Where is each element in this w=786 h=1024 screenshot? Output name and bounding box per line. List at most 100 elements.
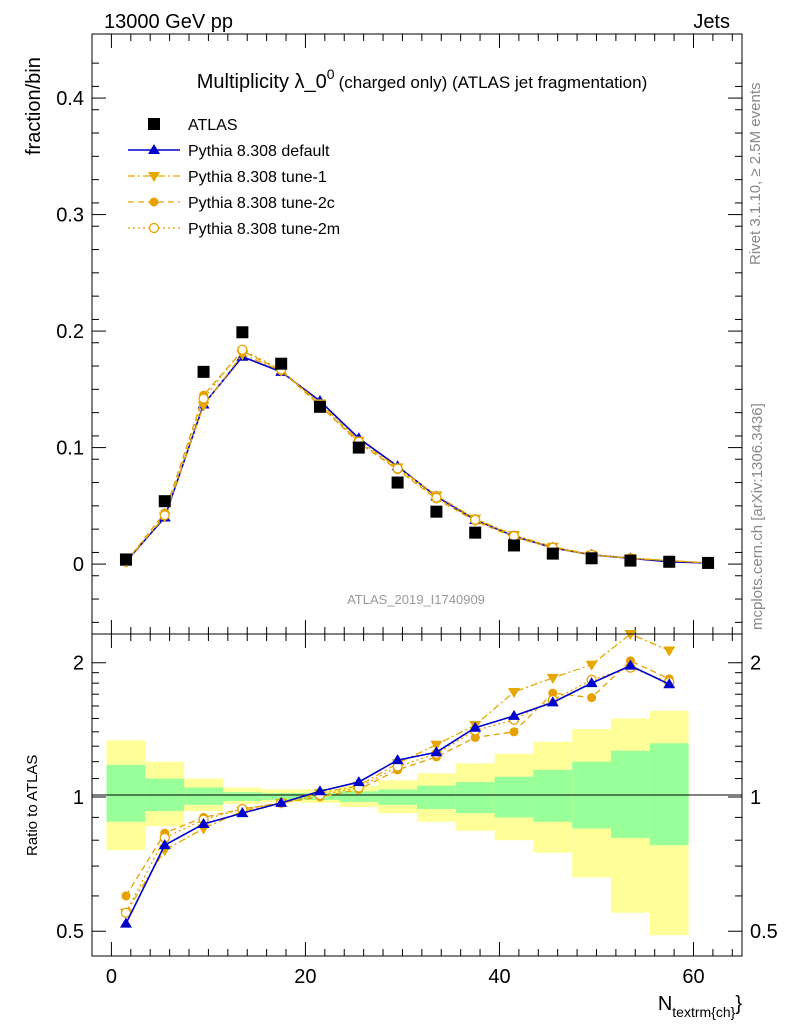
main-series-point-4-8 bbox=[430, 505, 443, 518]
ratio-axis-ticks bbox=[92, 634, 742, 956]
ratio-series-point-1-12 bbox=[587, 693, 597, 703]
ratio-band-green-7 bbox=[378, 789, 417, 805]
ratio-series-point-3-12 bbox=[585, 677, 598, 688]
ratio-y-tick-labels: 0.5 0.5 1 1 2 2 bbox=[56, 653, 778, 943]
main-series-point-4-2 bbox=[197, 365, 210, 378]
main-series-point-3-10 bbox=[508, 530, 520, 542]
legend-label-4: Pythia 8.308 tune-2m bbox=[188, 221, 340, 238]
legend: ATLAS Pythia 8.308 default Pythia 8.308 tu… bbox=[128, 117, 340, 238]
ratio-y-axis-label: Ratio to ATLAS bbox=[24, 755, 41, 856]
ratio-band-green-13 bbox=[611, 750, 650, 838]
legend-label-3: Pythia 8.308 tune-2c bbox=[188, 195, 335, 212]
main-series-point-4-9 bbox=[469, 526, 482, 539]
ratio-band-green-14 bbox=[649, 743, 689, 846]
main-series-point-4-4 bbox=[275, 357, 288, 370]
main-y-tick-labels: 0 0.1 0.2 0.3 0.4 bbox=[56, 88, 84, 576]
main-series-point-4-0 bbox=[119, 553, 132, 566]
analysis-watermark: ATLAS_2019_I1740909 bbox=[347, 592, 485, 607]
main-series-line-1 bbox=[125, 353, 709, 564]
ratio-panel-frame bbox=[91, 633, 743, 957]
ratio-series-point-3-5 bbox=[313, 785, 326, 796]
ratio-xtick-label: 20 bbox=[294, 966, 316, 988]
ratio-series-point-1-10 bbox=[509, 727, 519, 737]
ratio-series-point-3-10 bbox=[508, 709, 521, 720]
ratio-xtick-label: 60 bbox=[682, 966, 704, 988]
ratio-series-point-3-8 bbox=[430, 746, 443, 757]
ratio-series-point-3-11 bbox=[546, 696, 559, 707]
main-series-point-3-3 bbox=[237, 344, 248, 355]
ratio-xtick-label: 0 bbox=[106, 966, 117, 988]
ratio-series-point-3-0 bbox=[119, 917, 132, 928]
main-series-line-3 bbox=[125, 348, 709, 564]
main-series-line-0 bbox=[125, 355, 709, 564]
ratio-series-line-0 bbox=[125, 633, 670, 914]
ratio-ytick-label-right: 2 bbox=[750, 653, 761, 675]
ratio-series-point-3-7 bbox=[391, 754, 404, 765]
legend-marker-4 bbox=[148, 222, 160, 234]
main-ytick-label: 0 bbox=[73, 554, 84, 576]
main-ytick-label: 0.3 bbox=[56, 205, 84, 227]
ratio-series-point-1-9 bbox=[470, 732, 480, 742]
legend-marker-2 bbox=[148, 172, 160, 182]
ratio-panel: 0.5 0.5 1 1 2 2 0 20 40 60 Ratio to ATLAS Ntextr… bbox=[24, 630, 778, 1020]
ratio-series-point-0-11 bbox=[546, 673, 559, 684]
chart-title: Multiplicity λ_00 (charged only) (ATLAS j… bbox=[197, 66, 648, 93]
header-right-label: Jets bbox=[693, 11, 730, 33]
main-series-point-4-6 bbox=[352, 441, 365, 454]
main-series-point-4-7 bbox=[391, 476, 404, 489]
ratio-series-point-3-14 bbox=[663, 678, 676, 689]
ratio-x-tick-labels: 0 20 40 60 bbox=[106, 966, 705, 988]
main-series-point-4-12 bbox=[585, 552, 598, 565]
ratio-ytick-label-right: 1 bbox=[750, 787, 761, 809]
legend-label-0: ATLAS bbox=[188, 117, 238, 134]
main-series-point-4-10 bbox=[508, 539, 521, 552]
main-series-line-2 bbox=[125, 350, 709, 564]
main-panel: 0 0.1 0.2 0.3 0.4 Multiplicity λ_00 (charged … bbox=[23, 33, 743, 635]
legend-marker-3 bbox=[149, 197, 159, 207]
ratio-band-green-10 bbox=[494, 776, 534, 818]
legend-label-1: Pythia 8.308 default bbox=[188, 143, 330, 160]
ratio-band-green-6 bbox=[339, 791, 379, 802]
ratio-ytick-label-right: 0.5 bbox=[750, 921, 778, 943]
main-series-point-1-2 bbox=[197, 401, 210, 412]
ratio-band-green-0 bbox=[106, 764, 146, 822]
ratio-series-point-0-8 bbox=[430, 740, 443, 751]
main-ytick-label: 0.2 bbox=[56, 321, 84, 343]
ratio-band-green-4 bbox=[261, 793, 301, 800]
ratio-band-green-3 bbox=[222, 792, 262, 801]
ratio-xtick-label: 40 bbox=[488, 966, 510, 988]
ratio-data-marks bbox=[119, 630, 676, 928]
main-series-point-3-2 bbox=[198, 393, 209, 404]
main-axis-ticks bbox=[92, 34, 742, 634]
main-series-point-3-8 bbox=[431, 492, 442, 503]
main-y-axis-label: fraction/bin bbox=[23, 57, 45, 155]
ratio-band-green-9 bbox=[455, 782, 495, 814]
main-series-point-4-13 bbox=[624, 554, 637, 567]
mcplots-label: mcplots.cern.ch [arXiv:1306.3436] bbox=[749, 403, 766, 630]
ratio-series-point-3-3 bbox=[236, 807, 249, 818]
main-series-point-3-7 bbox=[392, 463, 403, 474]
legend-marker-1 bbox=[148, 144, 160, 154]
ratio-series-point-3-9 bbox=[469, 721, 482, 732]
main-series-point-4-11 bbox=[546, 547, 559, 560]
main-ytick-label: 0.1 bbox=[56, 438, 84, 460]
ratio-ytick-label: 2 bbox=[73, 653, 84, 675]
ratio-series-point-3-6 bbox=[352, 776, 365, 787]
main-ytick-label: 0.4 bbox=[56, 88, 84, 110]
ratio-series-point-3-4 bbox=[275, 796, 288, 807]
main-series-point-3-9 bbox=[470, 514, 481, 525]
ratio-series-point-0-10 bbox=[508, 687, 521, 698]
main-series-point-4-1 bbox=[158, 495, 171, 508]
ratio-uncertainty-bands bbox=[106, 710, 689, 936]
ratio-series-point-0-14 bbox=[663, 646, 676, 657]
ratio-series-point-0-12 bbox=[585, 660, 598, 671]
rivet-version-label: Rivet 3.1.10, ≥ 2.5M events bbox=[747, 83, 764, 266]
ratio-band-green-8 bbox=[417, 785, 456, 809]
ratio-series-point-3-1 bbox=[158, 839, 171, 850]
ratio-series-point-1-0 bbox=[121, 891, 131, 901]
ratio-series-point-3-2 bbox=[197, 817, 210, 828]
main-series-point-4-14 bbox=[663, 555, 676, 568]
legend-label-2: Pythia 8.308 tune-1 bbox=[188, 169, 327, 186]
ratio-band-green-11 bbox=[533, 769, 573, 822]
